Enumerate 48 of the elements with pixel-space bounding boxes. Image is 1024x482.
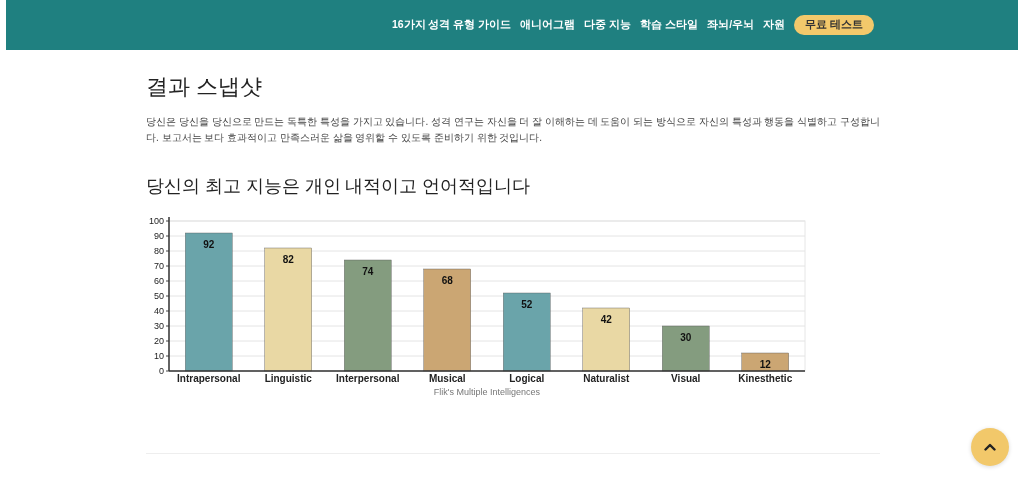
x-tick-label: Intrapersonal [177,373,241,384]
text: 무료 테스트 [794,15,874,35]
text: 다중 지능 [584,18,632,32]
text: 당신은 당신을 당신으로 만드는 독특한 특성을 가지고 있습니다. 성격 연구는 자신을 더 잘 이해하는 데 도움이 되는 방식으로 자신의 특성과 행동을 식별하고 구성합니다. 보고서는 보다 효과적이고 만족스러운 삶을 영위할 수 있도록 준비하기 위한 것입니다. [146,115,880,145]
x-tick-label: Interpersonal [336,373,400,384]
chart-title: 당신의 최고 지능은 개인 내적이고 언어적입니다 [146,175,531,198]
x-tick-label: Visual [671,373,701,384]
x-tick-label: Linguistic [264,373,313,384]
data-label: 52 [521,299,533,310]
text: 결과 스냅샷 [146,73,263,101]
y-tick-label: 50 [153,291,164,301]
bar [503,292,551,372]
y-tick-label: 60 [153,276,164,286]
text: 학습 스타일 [640,18,699,32]
text: 16가지 성격 유형 가이드 [391,18,512,32]
bar [185,232,233,372]
x-tick-label: Kinesthetic [738,373,793,384]
bar [264,247,312,372]
bar [662,325,710,372]
scroll-to-top-button[interactable] [971,428,1009,466]
bar [344,259,392,372]
x-tick-label: Musical [428,373,466,384]
y-tick-label: 30 [153,321,164,331]
data-label: 30 [680,332,692,343]
chevron-up-icon[interactable] [984,443,996,451]
data-label: 82 [282,254,295,265]
y-tick-label: 80 [153,246,164,256]
x-tick-label: Naturalist [583,373,630,384]
bar [582,307,630,372]
y-tick-label: 0 [158,366,164,376]
y-tick-label: 40 [153,306,164,316]
data-label: 74 [362,266,374,277]
data-label: 12 [759,359,772,370]
x-axis-title: Flik's Multiple Intelligences [433,387,541,397]
bar [423,268,471,372]
y-tick-label: 20 [153,336,164,346]
y-tick-label: 70 [153,261,164,271]
data-label: 42 [600,314,613,325]
y-tick-label: 90 [153,231,164,241]
text: 애니어그램 [520,18,576,32]
text: 자원 [763,18,786,32]
data-label: 92 [203,239,215,250]
x-tick-label: Logical [509,373,545,384]
y-tick-label: 100 [148,216,164,226]
y-tick-label: 10 [153,351,164,361]
data-label: 68 [441,275,454,286]
bar [741,352,789,372]
text: 좌뇌/우뇌 [707,18,755,32]
